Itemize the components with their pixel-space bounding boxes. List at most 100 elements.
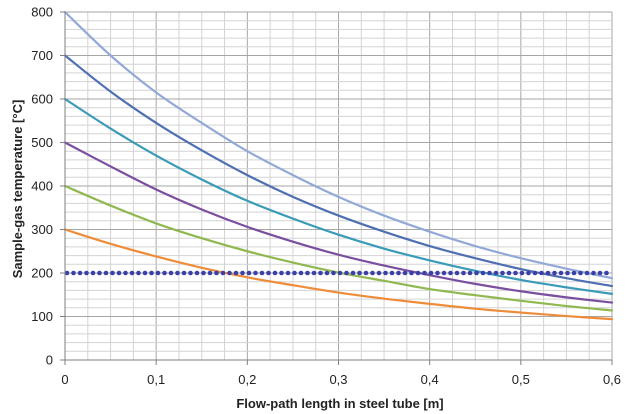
series-7-dot xyxy=(324,270,330,276)
series-7-dot xyxy=(584,270,590,276)
series-7-dot xyxy=(331,270,336,276)
series-7-dot xyxy=(155,270,161,276)
series-6-line xyxy=(63,228,614,321)
series-1-line xyxy=(63,10,614,280)
series-7-dot xyxy=(123,270,128,276)
series-7-dot xyxy=(428,270,434,276)
y-tick-label: 200 xyxy=(31,266,53,281)
series-7-dot xyxy=(454,270,460,276)
series-7-dot xyxy=(396,270,401,276)
y-tick-label: 300 xyxy=(31,222,53,237)
series-7-dot xyxy=(97,270,102,276)
series-7-dot xyxy=(220,270,226,276)
series-7-dot xyxy=(441,270,447,276)
series-layer xyxy=(63,10,614,321)
x-tick-label: 0,4 xyxy=(421,372,439,387)
x-tick-label: 0,5 xyxy=(512,372,530,387)
series-7-dot xyxy=(71,270,76,276)
series-7-dot xyxy=(344,270,349,276)
series-7-dot xyxy=(77,270,83,276)
series-7-dot xyxy=(461,270,466,276)
series-7-dot xyxy=(539,270,544,276)
series-7-dot xyxy=(480,270,486,276)
series-7-dot xyxy=(357,270,362,276)
tick-labels: 0 100 200 300 400 500 600 700 800 0 0,1 0,2 0,3 0,4 0,… xyxy=(31,5,621,388)
y-tick-label: 100 xyxy=(31,309,53,324)
series-7-dot xyxy=(259,270,265,276)
series-7-dot xyxy=(201,270,206,276)
series-7-dot xyxy=(513,270,518,276)
series-7-dot xyxy=(298,270,304,276)
x-tick-label: 0 xyxy=(61,372,68,387)
series-7-dot xyxy=(142,270,148,276)
series-7-dot xyxy=(285,270,291,276)
series-7-dot xyxy=(474,270,479,276)
series-7-dot xyxy=(565,270,570,276)
series-7-dot xyxy=(227,270,232,276)
series-7-dot xyxy=(272,270,278,276)
series-7-dot xyxy=(233,270,239,276)
series-7-dot xyxy=(500,270,505,276)
series-7-dot xyxy=(207,270,213,276)
series-7-dot xyxy=(571,270,577,276)
y-tick-label: 500 xyxy=(31,135,53,150)
series-7-dot xyxy=(370,270,375,276)
series-7-dot xyxy=(350,270,356,276)
axes xyxy=(60,11,613,365)
series-7-dot xyxy=(318,270,323,276)
series-7-dot xyxy=(519,270,525,276)
series-7-dot xyxy=(383,270,388,276)
x-tick-label: 0,6 xyxy=(603,372,621,387)
series-7-dot xyxy=(311,270,317,276)
y-tick-label: 800 xyxy=(31,5,53,20)
series-7-dot xyxy=(435,270,440,276)
series-7-dot xyxy=(162,270,167,276)
series-7-dot xyxy=(246,270,252,276)
series-7-dot xyxy=(422,270,427,276)
y-tick-label: 700 xyxy=(31,48,53,63)
series-7-dot xyxy=(558,270,564,276)
y-tick-label: 400 xyxy=(31,179,53,194)
series-7-dot xyxy=(604,270,609,276)
grid xyxy=(64,11,613,361)
series-7-dot xyxy=(84,270,89,276)
series-7-dot xyxy=(292,270,297,276)
x-axis-title: Flow-path length in steel tube [m] xyxy=(236,396,443,411)
series-7-dot xyxy=(597,270,603,276)
series-7-dot xyxy=(136,270,141,276)
series-7-dot xyxy=(188,270,193,276)
series-7-dot xyxy=(240,270,245,276)
series-4-line xyxy=(63,141,614,304)
series-7-dot xyxy=(493,270,499,276)
series-7-dot xyxy=(181,270,187,276)
y-tick-label: 0 xyxy=(46,353,53,368)
y-axis-title: Sample-gas temperature [°C] xyxy=(10,100,25,279)
series-7-dot xyxy=(64,270,70,276)
x-tick-label: 0,2 xyxy=(238,372,256,387)
series-7-dot xyxy=(591,270,596,276)
series-7-dot xyxy=(129,270,135,276)
series-7-dot xyxy=(168,270,174,276)
series-7-dot xyxy=(90,270,96,276)
x-tick-label: 0,3 xyxy=(329,372,347,387)
series-7-dot xyxy=(266,270,271,276)
series-7-dot xyxy=(402,270,408,276)
series-7-dot xyxy=(506,270,512,276)
series-7-dot xyxy=(253,270,258,276)
series-7-dot xyxy=(305,270,310,276)
series-7-dot xyxy=(376,270,382,276)
series-7-dot xyxy=(194,270,200,276)
series-7-dot xyxy=(448,270,453,276)
series-7-dot xyxy=(363,270,369,276)
series-7-dot xyxy=(545,270,551,276)
series-7-dot xyxy=(116,270,122,276)
series-7-dot xyxy=(110,270,115,276)
series-7-dot xyxy=(526,270,531,276)
series-7-dot xyxy=(409,270,414,276)
series-7-dot xyxy=(578,270,583,276)
y-tick-label: 600 xyxy=(31,92,53,107)
series-7-dot xyxy=(175,270,180,276)
series-7-dot xyxy=(149,270,154,276)
